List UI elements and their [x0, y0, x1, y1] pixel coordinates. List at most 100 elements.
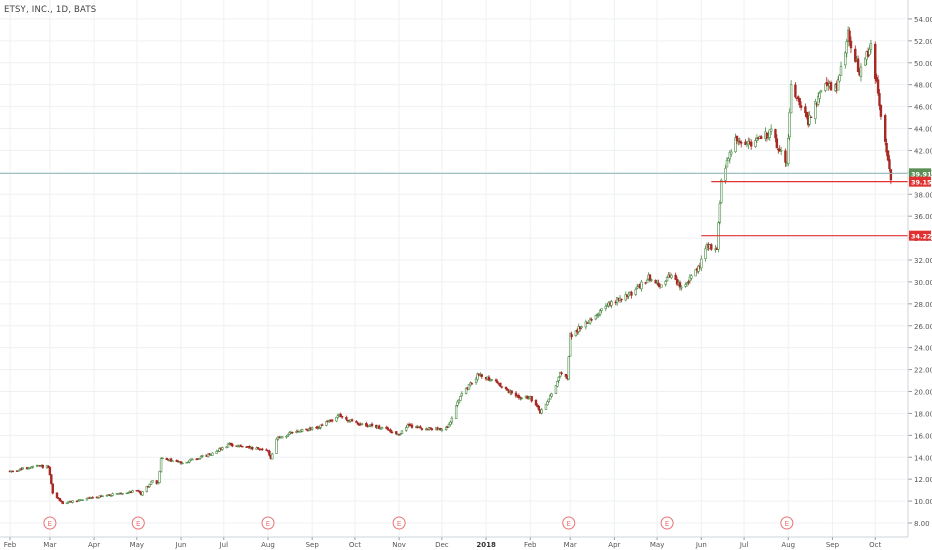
candle-body — [510, 390, 513, 394]
candle-body — [888, 159, 891, 170]
x-tick-label: Jun — [695, 541, 707, 549]
candle-body — [768, 129, 771, 138]
candle-body — [367, 425, 371, 427]
candle-body — [229, 442, 233, 445]
earnings-marker-circle — [780, 516, 794, 530]
candle-body — [547, 398, 550, 403]
candle-body — [700, 258, 703, 269]
candle-body — [208, 453, 211, 455]
candle-body — [567, 356, 570, 380]
earnings-marker-icon[interactable]: E — [562, 516, 576, 530]
candle-body — [169, 458, 173, 462]
x-tick-label: Jun — [175, 541, 187, 549]
candle-body — [769, 128, 773, 132]
y-tick-label: 42.00 — [914, 147, 932, 155]
candle-body — [675, 279, 679, 285]
candle-body — [355, 421, 358, 423]
y-tick-label: 26.00 — [914, 323, 932, 331]
candle-body — [779, 150, 783, 152]
candle-body — [330, 419, 334, 422]
candle-body — [48, 467, 52, 476]
y-tick-label: 50.00 — [914, 60, 932, 68]
y-tick-label: 30.00 — [914, 279, 932, 287]
earnings-marker-icon[interactable]: E — [780, 516, 794, 530]
candle-body — [844, 52, 847, 66]
earnings-marker-icon[interactable]: E — [261, 516, 275, 530]
candle-body — [778, 148, 781, 152]
candle-body — [75, 500, 79, 503]
candle-body — [784, 150, 787, 163]
symbol-title: ETSY, INC., 1D, BATS — [4, 5, 97, 15]
candle-body — [845, 41, 848, 54]
candle-body — [598, 310, 602, 315]
candle-body — [325, 421, 328, 426]
candle-body — [480, 374, 483, 377]
candle-body — [335, 416, 338, 422]
current-price-badge-bg — [909, 168, 931, 179]
candle-body — [584, 321, 588, 328]
candle-body — [487, 376, 491, 381]
candle-body — [557, 376, 560, 381]
candle-body — [356, 422, 359, 425]
candle-body — [560, 372, 563, 374]
earnings-marker-icon[interactable]: E — [43, 516, 57, 530]
candle-body — [725, 159, 729, 168]
candle-body — [526, 395, 529, 399]
candle-body — [111, 493, 114, 496]
candle-body — [819, 90, 823, 93]
candle-body — [109, 495, 113, 497]
candle-body — [875, 76, 878, 82]
candle-body — [889, 169, 893, 181]
candle-body — [878, 93, 881, 107]
y-tick-label: 10.00 — [914, 498, 932, 506]
candle-body — [11, 470, 15, 473]
candle-body — [664, 281, 667, 285]
candle-body — [520, 397, 523, 400]
candle-body — [18, 468, 22, 471]
line-price-badge-bg — [909, 230, 931, 241]
candle-body — [685, 282, 689, 284]
candle-body — [291, 431, 294, 434]
candle-body — [824, 83, 827, 91]
candle-body — [346, 419, 350, 422]
current-price-badge: 39.91 — [911, 170, 932, 178]
earnings-marker-icon[interactable]: E — [131, 516, 145, 530]
candle-body — [876, 79, 880, 94]
candle-body — [588, 318, 592, 324]
candlestick-series — [8, 26, 893, 505]
candle-body — [765, 132, 769, 139]
candle-body — [340, 415, 344, 418]
candle-body — [704, 248, 707, 259]
candle-body — [286, 434, 290, 437]
candle-body — [61, 501, 64, 505]
candle-body — [255, 447, 258, 450]
candle-body — [816, 96, 820, 105]
earnings-marker-icon[interactable]: E — [660, 516, 674, 530]
candle-body — [161, 457, 164, 460]
price-axis[interactable]: 8.00 10.00 12.00 14.00 16.00 18.00 20.00 22.00 2… — [907, 0, 932, 537]
x-tick-label: Sep — [826, 541, 840, 549]
candle-body — [494, 379, 498, 382]
candle-body — [261, 448, 264, 451]
y-tick-label: 44.00 — [914, 126, 932, 134]
candle-body — [365, 423, 368, 427]
candle-body — [476, 373, 479, 380]
earnings-marker-label: E — [48, 520, 52, 528]
candle-body — [397, 434, 401, 436]
earnings-marker-label: E — [567, 520, 571, 528]
y-tick-label: 12.00 — [914, 476, 932, 484]
earnings-marker-icon[interactable]: E — [392, 516, 406, 530]
candle-body — [186, 461, 190, 464]
candle-body — [85, 497, 89, 501]
earnings-marker-circle — [131, 516, 145, 530]
candle-body — [345, 417, 348, 420]
candle-body — [199, 456, 203, 459]
candle-body — [460, 393, 464, 397]
candle-body — [31, 465, 34, 468]
candle-body — [148, 484, 151, 487]
candle-body — [720, 179, 723, 203]
time-axis[interactable]: Feb Mar Apr May Jun Jul Aug Sep Oct Nov Dec 2018 Feb… — [0, 536, 908, 549]
